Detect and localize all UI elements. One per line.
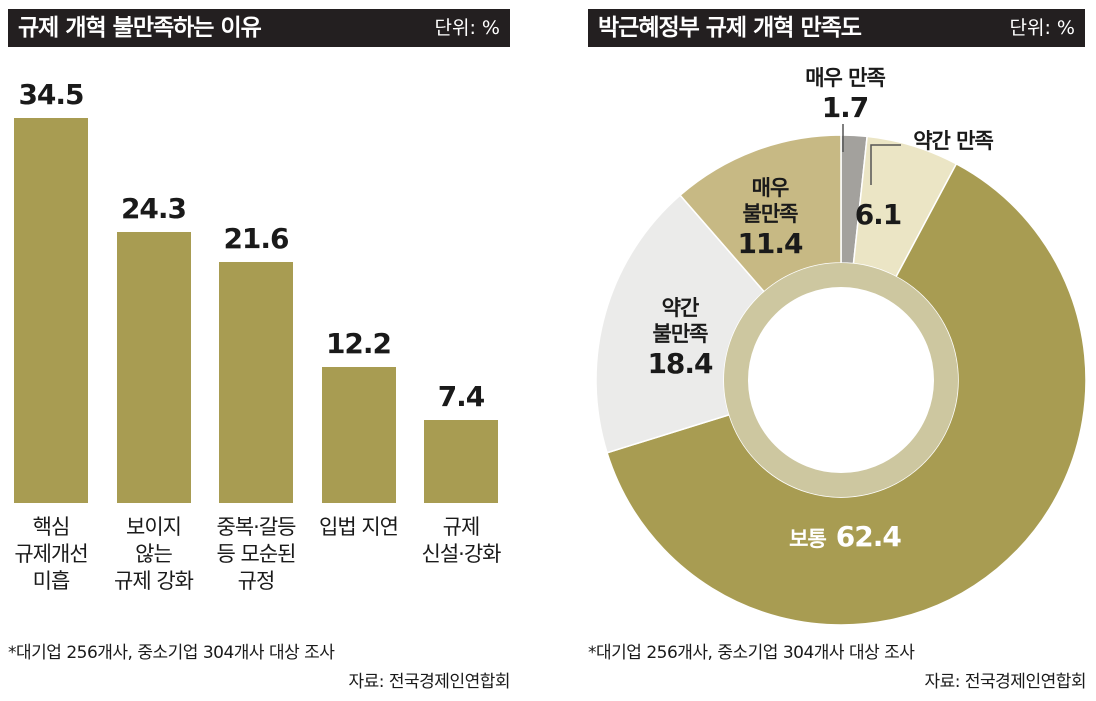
donut-label-0: 매우 만족 1.7: [775, 65, 915, 125]
donut-chart-title: 박근혜정부 규제 개혁 만족도: [598, 15, 862, 41]
donut-label-value-wrap-1: 6.1: [823, 198, 933, 232]
donut-label-3: 약간 불만족 18.4: [610, 295, 750, 381]
bar-value-label-0: 34.5: [18, 78, 84, 111]
bar-chart-unit: 단위: %: [434, 17, 500, 39]
bar-value-label-3: 12.2: [325, 326, 392, 360]
bar-category-label-4: 규제 신설·강화: [421, 515, 502, 566]
bar-value-label-4: 7.4: [437, 380, 486, 414]
donut-chart-note: *대기업 256개사, 중소기업 304개사 대상 조사: [588, 643, 915, 663]
bar-chart-plot: 34.5 핵심 규제개선 미흡 24.3 보이지 않는 규제 강화 21.6 중복·갈등 …: [0, 0, 520, 620]
donut-inner-ring: [724, 263, 958, 497]
donut-label-value-0: 1.7: [821, 91, 870, 124]
donut-chart-title-bar: 박근혜정부 규제 개혁 만족도 단위: %: [588, 9, 1085, 47]
bar-value-label-2: 21.6: [223, 221, 289, 255]
donut-label-value-1: 6.1: [854, 198, 903, 231]
donut-label-2: 보통 62.4: [745, 520, 945, 554]
bar-chart-source: 자료: 전국경제인연합회: [348, 672, 510, 692]
bar-chart-title: 규제 개혁 불만족하는 이유: [18, 15, 262, 41]
donut-label-name-3: 약간 불만족: [652, 296, 709, 346]
donut-leader-line-1: [870, 144, 901, 185]
bar-value-label-1: 24.3: [120, 191, 187, 225]
bar-category-label-3: 입법 지연: [319, 515, 399, 539]
donut-label-4: 매우 불만족 11.4: [705, 175, 835, 261]
bar-1: [116, 231, 191, 503]
bar-category-label-2: 중복·갈등 등 모순된 규정: [216, 515, 297, 593]
donut-chart-plot: [595, 124, 1087, 626]
bar-3: [321, 366, 396, 503]
bar-chart-title-bar: 규제 개혁 불만족하는 이유 단위: %: [8, 9, 510, 47]
donut-label-value-4: 11.4: [737, 227, 803, 260]
bar-chart-panel: 규제 개혁 불만족하는 이유 단위: % 34.5 핵심 규제개선 미흡 24.3 보…: [0, 0, 520, 701]
donut-label-name-2: 보통: [789, 527, 827, 551]
bar-4: [424, 420, 498, 503]
donut-chart-unit: 단위: %: [1009, 17, 1075, 39]
donut-slice-4: [679, 134, 842, 293]
donut-label-name-1: 약간 만족: [913, 129, 994, 153]
donut-label-name-4: 매우 불만족: [742, 176, 799, 226]
donut-label-name-0: 매우 만족: [805, 66, 886, 90]
bar-chart-note: *대기업 256개사, 중소기업 304개사 대상 조사: [8, 643, 335, 663]
donut-label-value-3: 18.4: [647, 347, 713, 380]
bar-2: [219, 261, 293, 503]
donut-chart-source: 자료: 전국경제인연합회: [924, 672, 1086, 692]
bar-category-label-0: 핵심 규제개선 미흡: [14, 515, 88, 593]
bar-0: [14, 118, 88, 503]
donut-label-1: 약간 만족: [883, 128, 1023, 154]
donut-label-value-2: 62.4: [835, 520, 902, 553]
bar-category-label-1: 보이지 않는 규제 강화: [114, 515, 194, 593]
